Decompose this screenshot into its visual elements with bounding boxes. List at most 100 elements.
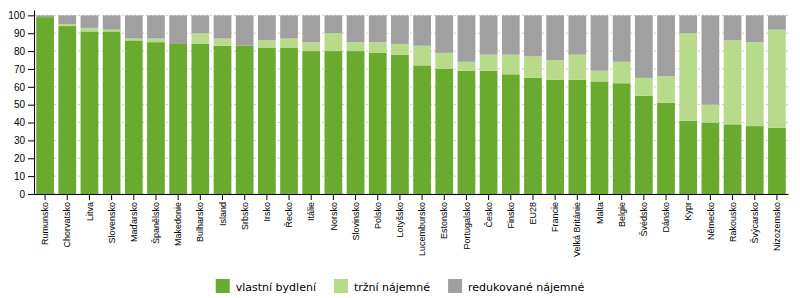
bar xyxy=(702,15,720,104)
x-tick-label: Španělsko xyxy=(151,202,161,244)
x-tick: Irsko xyxy=(262,194,272,222)
x-tick-label: Kypr xyxy=(683,202,693,221)
x-tick-mark xyxy=(599,194,600,200)
x-tick-mark xyxy=(510,194,511,200)
y-axis: 0102030405060708090100 xyxy=(8,10,34,200)
legend-swatch xyxy=(334,279,348,293)
x-tick-mark xyxy=(45,194,46,200)
x-tick-label: Finsko xyxy=(506,202,516,229)
bar xyxy=(413,15,431,45)
x-tick-mark xyxy=(555,194,556,200)
x-tick: Velká Británie xyxy=(572,194,582,257)
x-tick-label: Německo xyxy=(706,202,716,240)
x-tick: Nizozemsko xyxy=(772,194,782,251)
bar xyxy=(103,30,121,32)
bar xyxy=(169,15,187,44)
bar xyxy=(81,15,99,28)
y-tick-mark xyxy=(28,158,34,159)
y-tick: 0 xyxy=(19,189,34,200)
x-tick: Slovinsko xyxy=(351,194,361,241)
x-tick-mark xyxy=(532,194,533,200)
bar xyxy=(258,40,276,47)
bar xyxy=(391,44,409,55)
y-tick-mark xyxy=(28,105,34,106)
x-tick: Chorvatsko xyxy=(62,194,72,248)
y-tick-label: 10 xyxy=(14,171,26,182)
bar xyxy=(325,33,343,51)
bar xyxy=(280,48,298,194)
legend: vlastní bydlenítržní nájemnéredukované n… xyxy=(216,279,585,294)
bar xyxy=(635,96,653,194)
x-tick: Estonsko xyxy=(439,194,449,239)
x-tick-mark xyxy=(732,194,733,200)
y-tick: 60 xyxy=(14,82,34,93)
legend-swatch xyxy=(216,279,230,293)
x-tick-label: Polsko xyxy=(373,202,383,229)
x-tick-label: Makedonie xyxy=(173,202,183,246)
x-tick: Švédsko xyxy=(639,194,649,237)
y-tick-mark xyxy=(28,33,34,34)
x-tick: Řecko xyxy=(284,194,294,228)
x-tick-label: Rumunsko xyxy=(40,202,50,245)
bar xyxy=(613,62,631,83)
x-tick-mark xyxy=(666,194,667,200)
x-tick-label: Srbsko xyxy=(240,202,250,230)
x-tick-label: Belgie xyxy=(617,202,627,227)
y-tick-label: 100 xyxy=(8,10,25,21)
bar xyxy=(191,44,209,194)
x-tick-mark xyxy=(688,194,689,200)
bar xyxy=(435,15,453,53)
y-tick-mark xyxy=(28,51,34,52)
bar xyxy=(58,15,76,24)
bar xyxy=(502,74,520,194)
bar xyxy=(413,46,431,66)
y-axis-line xyxy=(34,11,35,195)
bar xyxy=(258,15,276,40)
bar xyxy=(591,15,609,70)
x-tick-mark xyxy=(488,194,489,200)
y-tick-label: 70 xyxy=(14,64,26,75)
bar xyxy=(657,103,675,194)
x-tick-label: Chorvatsko xyxy=(62,202,72,248)
x-tick-label: Maďarsko xyxy=(129,202,139,242)
bar xyxy=(679,33,697,121)
bar xyxy=(546,15,564,60)
bar xyxy=(679,121,697,194)
bar xyxy=(236,15,254,45)
bar xyxy=(724,15,742,40)
x-tick-mark xyxy=(710,194,711,200)
bar xyxy=(480,55,498,71)
bar xyxy=(125,15,143,38)
x-tick-mark xyxy=(355,194,356,200)
legend-label: tržní nájemné xyxy=(354,281,430,294)
x-tick-label: Švýcarsko xyxy=(750,202,760,244)
x-tick: Lotyšsko xyxy=(395,194,405,238)
x-tick: EU28 xyxy=(528,194,538,225)
bar xyxy=(635,78,653,96)
y-tick: 20 xyxy=(14,153,34,164)
x-tick-mark xyxy=(444,194,445,200)
y-tick-label: 90 xyxy=(14,28,26,39)
bar xyxy=(746,42,764,126)
x-tick-label: Česko xyxy=(484,202,494,228)
bar xyxy=(391,15,409,44)
x-tick: Francie xyxy=(550,194,560,232)
bar xyxy=(702,105,720,123)
x-tick-label: Litva xyxy=(85,202,95,221)
x-tick: Rakousko xyxy=(728,194,738,242)
bar xyxy=(347,42,365,51)
bar xyxy=(679,15,697,33)
bar xyxy=(458,62,476,71)
x-tick: Litva xyxy=(85,194,95,221)
y-tick-label: 20 xyxy=(14,153,26,164)
x-tick-label: Lucembursko xyxy=(417,202,427,256)
x-tick: Itálie xyxy=(306,194,316,221)
legend-swatch xyxy=(448,279,462,293)
bar xyxy=(768,128,786,194)
bar xyxy=(546,80,564,194)
y-tick: 90 xyxy=(14,28,34,39)
bar xyxy=(435,69,453,194)
x-tick: Island xyxy=(218,194,228,226)
x-tick: Bulharsko xyxy=(195,194,205,242)
x-tick-mark xyxy=(311,194,312,200)
